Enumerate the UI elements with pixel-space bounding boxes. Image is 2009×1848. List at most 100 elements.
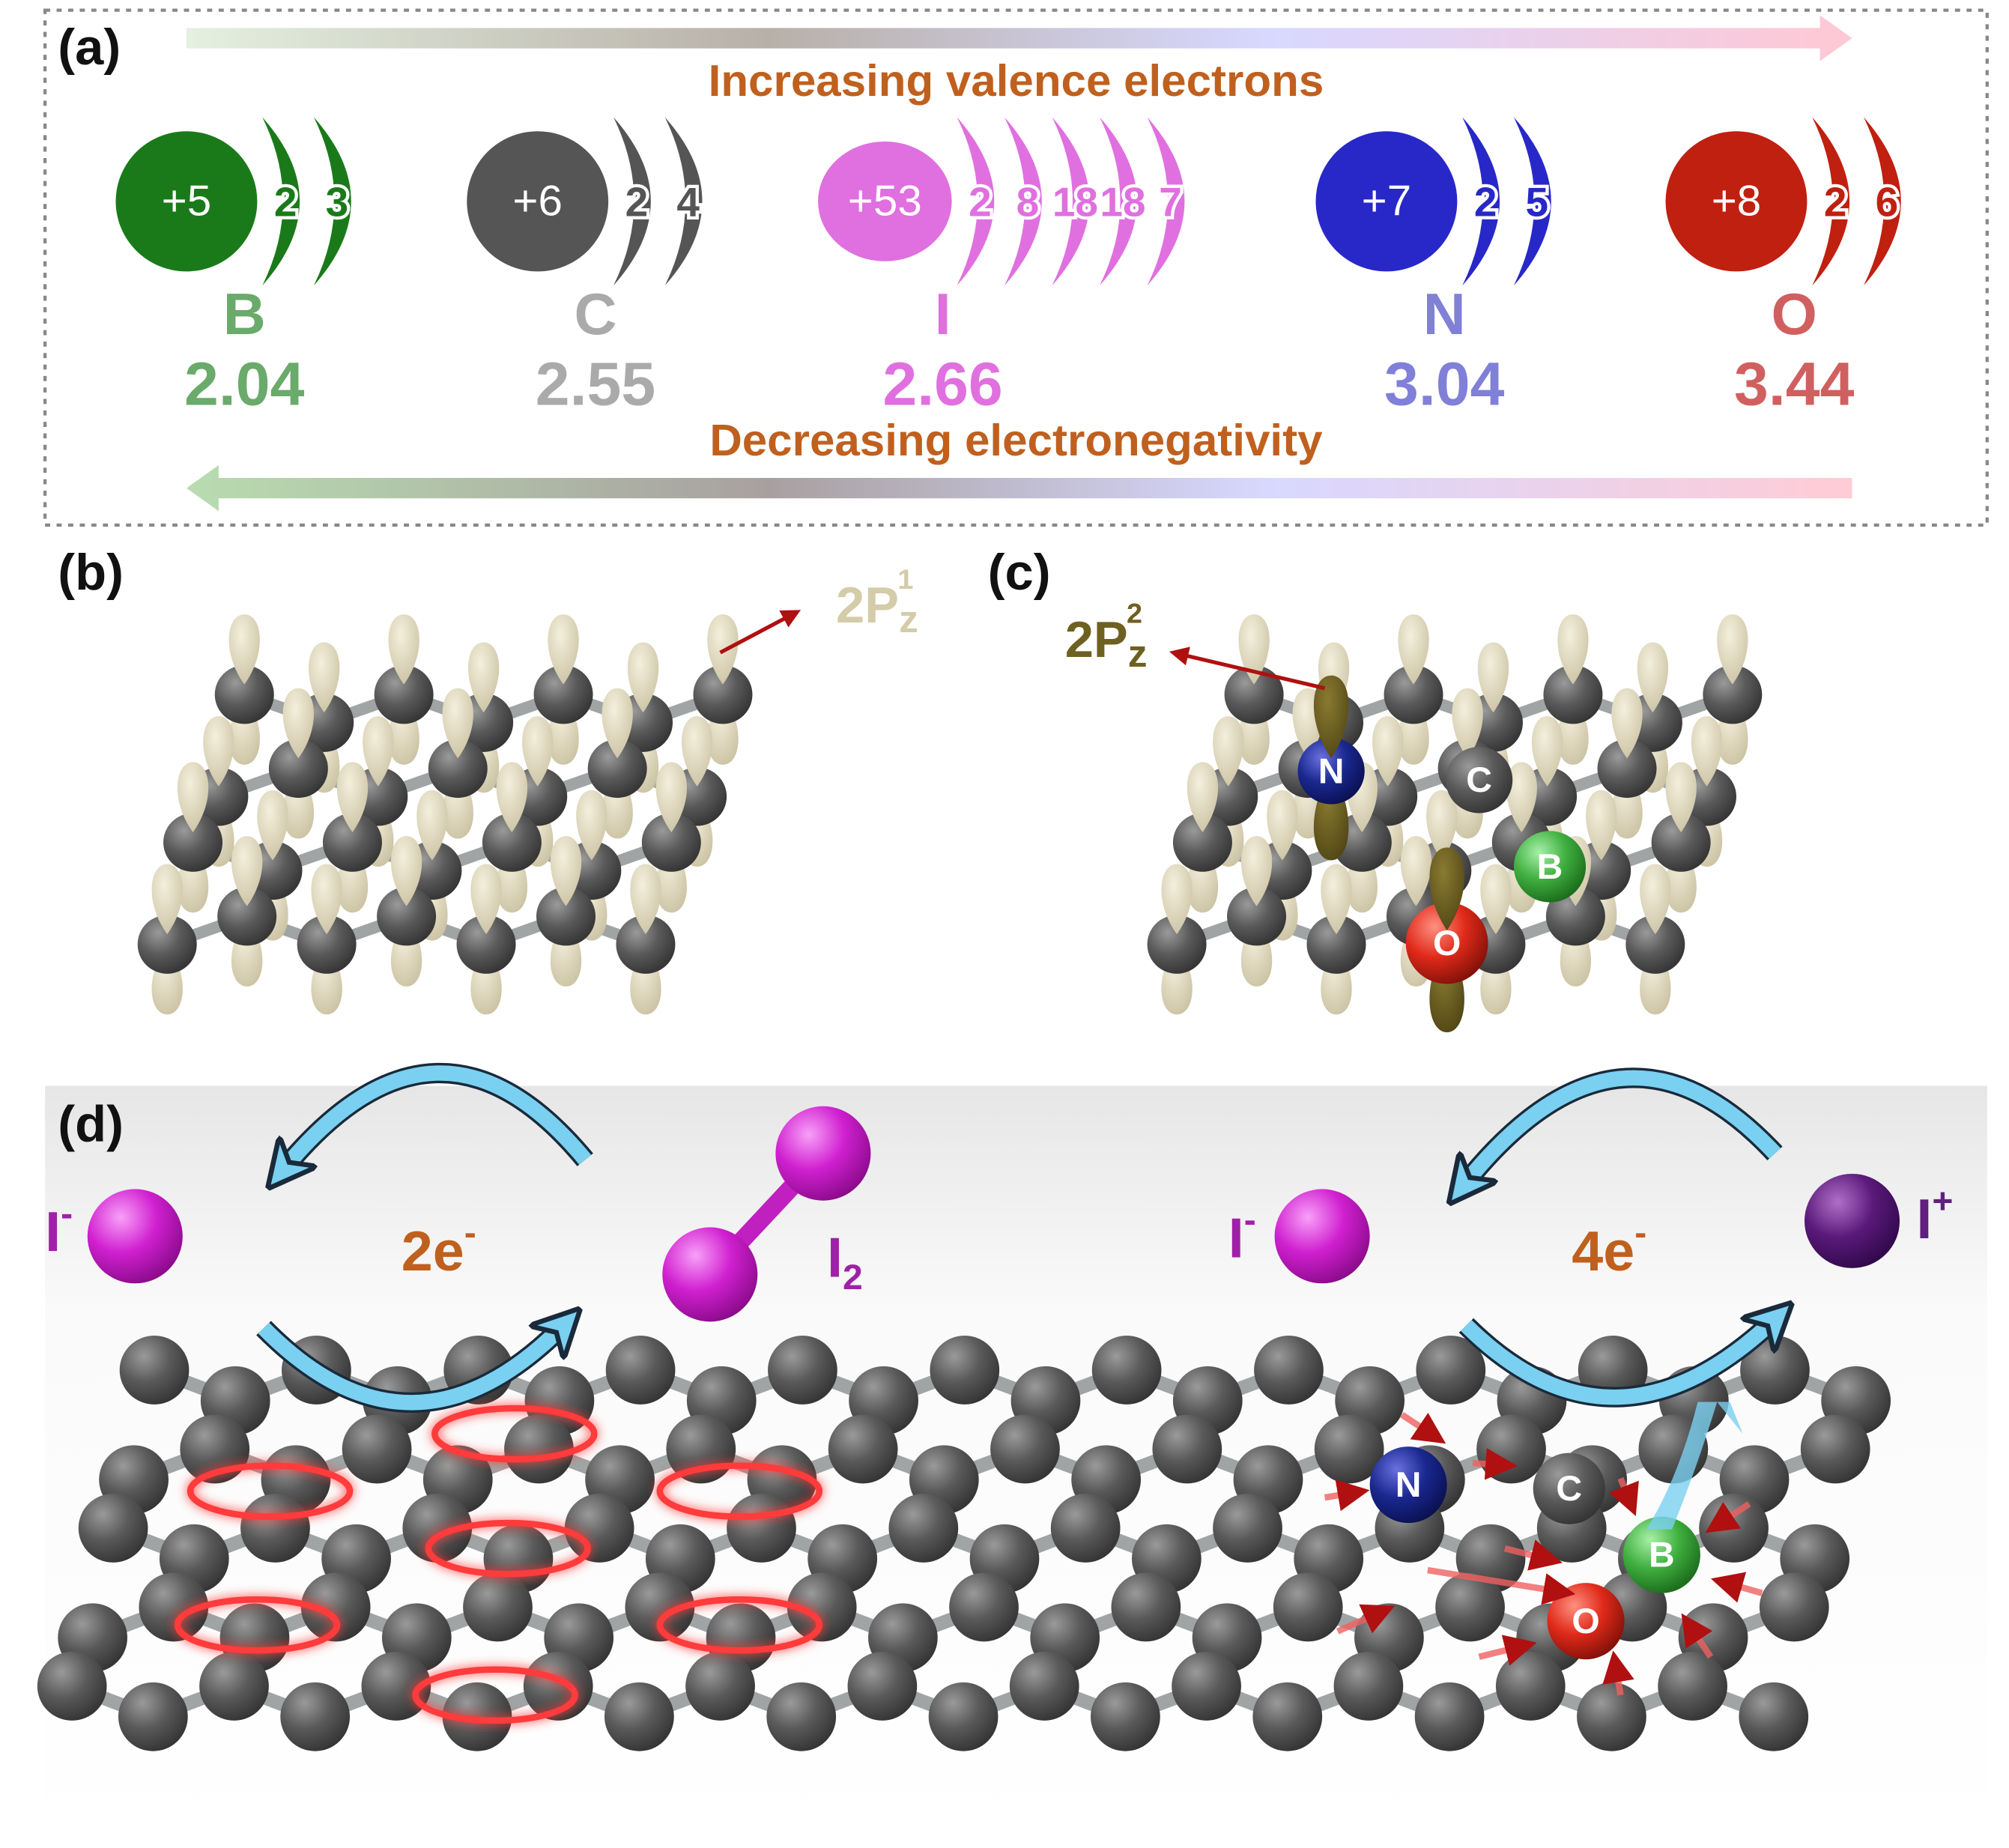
element-symbol: B — [223, 281, 266, 347]
transfer-charge: - — [1634, 1213, 1646, 1252]
electron-shell — [1052, 117, 1090, 286]
iodine-atom — [1804, 1173, 1900, 1268]
atom — [1651, 813, 1711, 872]
orbital-lobe — [1477, 642, 1509, 713]
electron-shell — [1462, 117, 1500, 286]
atom — [1306, 915, 1366, 974]
orbital-subscript: z — [1128, 632, 1148, 675]
atom — [1476, 1414, 1546, 1484]
arrow-label: Decreasing electronegativity — [709, 415, 1322, 465]
dopant-atom — [1622, 1516, 1700, 1593]
atom — [1172, 1651, 1241, 1721]
orbital-lobe — [1640, 864, 1671, 935]
atom — [402, 1494, 473, 1563]
pointer-arrow — [719, 610, 802, 655]
panel-label: (b) — [58, 544, 124, 601]
nucleus — [1315, 131, 1458, 272]
charge-flow-arrow — [1602, 1650, 1634, 1696]
atom — [1543, 665, 1603, 724]
nucleus-charge: +6 — [512, 177, 563, 225]
orbital-lobe — [548, 614, 579, 685]
atom — [1147, 915, 1207, 974]
orbital-lobe — [1313, 675, 1349, 759]
atom — [1252, 1682, 1323, 1751]
nucleus-charge: +5 — [162, 177, 212, 225]
ring-current — [656, 1596, 823, 1654]
electron-shell — [1147, 117, 1185, 286]
atom — [847, 1651, 918, 1721]
atom — [428, 739, 488, 799]
orbital-lobe — [1238, 614, 1270, 685]
ring-current — [174, 1596, 341, 1654]
orbital-lobe — [282, 688, 315, 759]
atom — [297, 915, 357, 974]
atom — [616, 915, 676, 974]
electron-shell — [1513, 117, 1551, 286]
electron-transfer-arrow — [1461, 1319, 1775, 1405]
atom — [374, 665, 434, 724]
transfer-base: 4e — [1572, 1220, 1634, 1282]
atom — [504, 1414, 574, 1484]
atom — [1152, 1414, 1222, 1484]
iodine-atom — [1274, 1189, 1370, 1284]
atom — [456, 915, 516, 974]
orbital-lobe — [496, 762, 528, 833]
panel-label: (a) — [58, 19, 121, 76]
electronegativity: 2.04 — [184, 351, 305, 419]
atom — [990, 1414, 1060, 1484]
charge-flow-arrow — [1472, 1448, 1518, 1480]
atom — [361, 1651, 431, 1721]
orbital-lobe — [1267, 790, 1298, 861]
lattice — [137, 614, 753, 1015]
atom — [523, 1651, 593, 1721]
atom — [322, 813, 382, 872]
shell-electrons: 18 — [1052, 179, 1098, 225]
orbital-lobe — [442, 688, 473, 759]
dopant-atom — [1533, 1452, 1605, 1524]
charge-flow-arrow — [1705, 1501, 1751, 1533]
nucleus-charge: +8 — [1712, 177, 1762, 225]
iodine-species — [87, 1106, 1900, 1322]
ion-label: I- — [1228, 1200, 1256, 1269]
atom — [119, 1336, 190, 1405]
orbital-lobe — [630, 864, 661, 935]
transfer-beam — [1646, 1402, 1743, 1530]
orbital-base: 2P — [1065, 611, 1128, 668]
electron-shell — [1812, 117, 1850, 286]
atom — [1597, 739, 1657, 799]
nucleus — [467, 131, 609, 272]
atom — [78, 1494, 148, 1563]
dopant-label: B — [1537, 847, 1563, 887]
orbital-lobe — [1400, 836, 1432, 906]
dopant-atom — [1513, 831, 1587, 903]
atom — [1224, 665, 1284, 724]
dopant-atom — [1445, 747, 1513, 814]
atom — [1091, 1682, 1160, 1751]
charge-flow-arrow — [1427, 1566, 1576, 1605]
electronegativity: 3.44 — [1734, 351, 1855, 419]
electronegativity: 2.66 — [882, 351, 1002, 419]
atom — [300, 1572, 371, 1642]
orbital-lobe — [1398, 614, 1429, 685]
arrow-label: Increasing valence electrons — [709, 55, 1324, 106]
atom — [1091, 1336, 1162, 1405]
atom — [1759, 1572, 1829, 1642]
atom — [1172, 813, 1232, 872]
dopant-label: C — [1466, 760, 1492, 800]
electron-shell — [957, 117, 995, 286]
iodine-atom — [87, 1189, 183, 1284]
atom — [280, 1682, 351, 1751]
dopant-atom — [1369, 1446, 1447, 1524]
orbital-superscript: 2 — [1127, 598, 1142, 629]
atom — [268, 739, 328, 799]
orbital-lobe — [231, 836, 263, 906]
electron-arrows — [256, 1062, 1775, 1413]
charge-flow-arrow — [1400, 1411, 1446, 1444]
nucleus — [818, 141, 952, 261]
atom — [442, 1682, 512, 1751]
atom — [587, 739, 647, 799]
electronegativity: 3.04 — [1384, 351, 1505, 419]
shell-electrons: 2 — [1824, 179, 1847, 225]
element-symbol: C — [574, 281, 616, 347]
orbital-lobe — [1372, 716, 1404, 787]
